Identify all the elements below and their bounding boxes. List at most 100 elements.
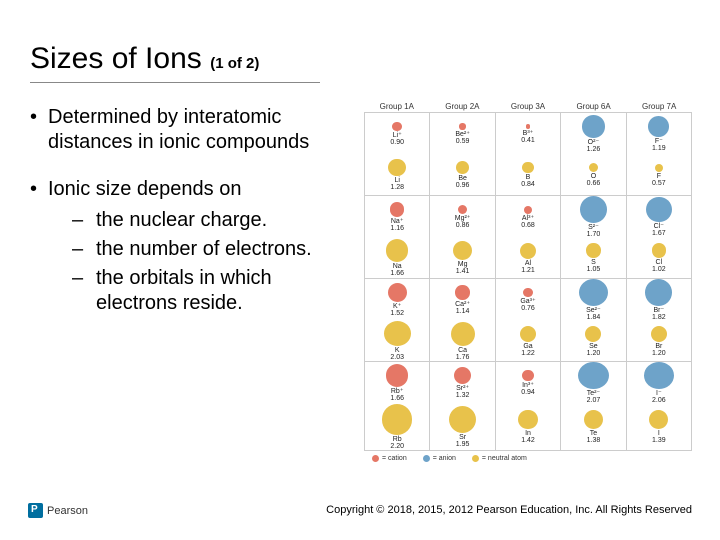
ion-label: Mg1.41: [456, 261, 470, 275]
legend-label: = anion: [433, 455, 456, 462]
chart-cell: Sr1.95: [430, 404, 495, 450]
ion-label: Al³⁺0.68: [521, 215, 535, 229]
chart-column-header: Group 7A: [626, 102, 692, 112]
chart-row: Na⁺1.16Mg²⁺0.86Al³⁺0.68S²⁻1.70Cl⁻1.67: [365, 196, 691, 238]
legend-label: = neutral atom: [482, 455, 527, 462]
ion-ball: [451, 322, 475, 346]
ion-ball: [651, 326, 667, 342]
ion-ball: [649, 410, 668, 429]
chart-row: K2.03Ca1.76Ga1.22Se1.20Br1.20: [365, 321, 691, 362]
legend-swatch: [472, 455, 479, 462]
chart-cell: Ca1.76: [430, 321, 495, 361]
ion-label: Ca²⁺1.14: [455, 301, 470, 315]
ion-ball: [453, 241, 472, 260]
chart-cell: Al1.21: [496, 238, 561, 278]
bullet-item: •Determined by interatomic distances in …: [30, 105, 355, 155]
sub-bullet-marker: –: [72, 237, 96, 262]
chart-cell: Na1.66: [365, 238, 430, 278]
ion-label: Rb2.20: [390, 436, 404, 450]
ion-ball: [455, 285, 469, 299]
ion-ball: [522, 162, 533, 173]
bullet-marker: •: [30, 105, 48, 155]
chart-cell: F⁻1.19: [627, 113, 691, 155]
chart-row: Na1.66 Mg1.41 Al1.21S1.05 Cl1.02: [365, 238, 691, 279]
ion-ball: [386, 239, 408, 261]
chart-cell: Al³⁺0.68: [496, 196, 561, 238]
ion-ball: [646, 197, 672, 223]
chart-cell: B0.84: [496, 155, 561, 195]
ion-label: Na⁺1.16: [390, 218, 404, 232]
ion-label: Ga³⁺0.76: [520, 298, 535, 312]
chart-cell: Se1.20: [561, 321, 626, 361]
bullet-text: Ionic size depends on–the nuclear charge…: [48, 177, 355, 316]
ion-label: Li⁺0.90: [390, 132, 404, 146]
ion-ball: [580, 196, 607, 223]
ion-ball: [392, 122, 402, 132]
slide-title: Sizes of Ions (1 of 2): [30, 42, 259, 76]
ion-label: Li1.28: [390, 177, 404, 191]
chart-cell: S1.05: [561, 238, 626, 278]
chart-row: Li1.28 Be0.96 B0.84 O0.66 F0.57: [365, 155, 691, 196]
ion-ball: [645, 279, 672, 306]
title-sub: (1 of 2): [210, 55, 259, 72]
ion-ball: [459, 123, 465, 129]
bullet-marker: •: [30, 177, 48, 316]
ion-label: Ga1.22: [521, 343, 535, 357]
chart-cell: Br⁻1.82: [627, 279, 691, 321]
chart-cell: I⁻2.06: [627, 362, 691, 404]
copyright: Copyright © 2018, 2015, 2012 Pearson Edu…: [200, 504, 692, 516]
ion-ball: [458, 205, 468, 215]
pearson-logo: Pearson: [28, 503, 88, 518]
chart-cell: Mg²⁺0.86: [430, 196, 495, 238]
chart-cell: K2.03: [365, 321, 430, 361]
chart-cell: Sr²⁺1.32: [430, 362, 495, 404]
ion-label: In1.42: [521, 430, 535, 444]
title-main: Sizes of Ions: [30, 42, 202, 75]
ion-label: Te²⁻2.07: [587, 390, 601, 404]
chart-column-header: Group 3A: [495, 102, 561, 112]
chart-cell: Li1.28: [365, 155, 430, 195]
title-underline: [30, 82, 320, 83]
ion-ball: [652, 243, 666, 257]
ion-label: K2.03: [390, 347, 404, 361]
chart-cell: Ca²⁺1.14: [430, 279, 495, 321]
chart-cell: Se²⁻1.84: [561, 279, 626, 321]
ion-ball: [520, 243, 536, 259]
ion-ball: [390, 202, 404, 216]
ion-label: B³⁺0.41: [521, 130, 535, 144]
legend-item: = cation: [372, 455, 407, 462]
ion-ball: [578, 362, 608, 389]
ion-label: Be²⁺0.59: [455, 131, 470, 145]
sub-bullet-text: the number of electrons.: [96, 237, 355, 262]
ion-ball: [585, 326, 601, 342]
ion-label: K⁺1.52: [390, 303, 404, 317]
ion-label: Na1.66: [390, 263, 404, 277]
ion-label: Sr²⁺1.32: [456, 385, 470, 399]
chart-row: Rb⁺1.66Sr²⁺1.32In³⁺0.94Te²⁻2.07I⁻2.06: [365, 362, 691, 404]
bullet-text: Determined by interatomic distances in i…: [48, 105, 355, 155]
chart-cell: In1.42: [496, 404, 561, 450]
ion-label: S²⁻1.70: [587, 224, 601, 238]
chart-cell: S²⁻1.70: [561, 196, 626, 238]
ion-label: Mg²⁺0.86: [455, 215, 471, 229]
ion-ball: [526, 124, 531, 129]
chart-grid: Li⁺0.90Be²⁺0.59B³⁺0.41O²⁻1.26F⁻1.19Li1.2…: [364, 112, 692, 451]
ion-ball: [579, 279, 608, 306]
ion-ball: [382, 404, 412, 434]
chart-cell: F0.57: [627, 155, 691, 195]
ion-ball: [449, 406, 476, 433]
ion-ball: [388, 283, 407, 302]
ion-label: Cl1.02: [652, 259, 666, 273]
chart-cell: Ga³⁺0.76: [496, 279, 561, 321]
ion-label: O²⁻1.26: [587, 139, 601, 153]
pearson-logo-badge: [28, 503, 43, 518]
chart-cell: Mg1.41: [430, 238, 495, 278]
chart-column-header: Group 1A: [364, 102, 430, 112]
chart-cell: Na⁺1.16: [365, 196, 430, 238]
ion-ball: [520, 326, 536, 342]
chart-legend: = cation = anion = neutral atom: [364, 451, 692, 462]
ion-label: Be0.96: [456, 175, 470, 189]
ion-ball: [456, 161, 469, 174]
sub-bullet-list: –the nuclear charge.–the number of elect…: [48, 208, 355, 316]
ion-label: O0.66: [587, 173, 601, 187]
